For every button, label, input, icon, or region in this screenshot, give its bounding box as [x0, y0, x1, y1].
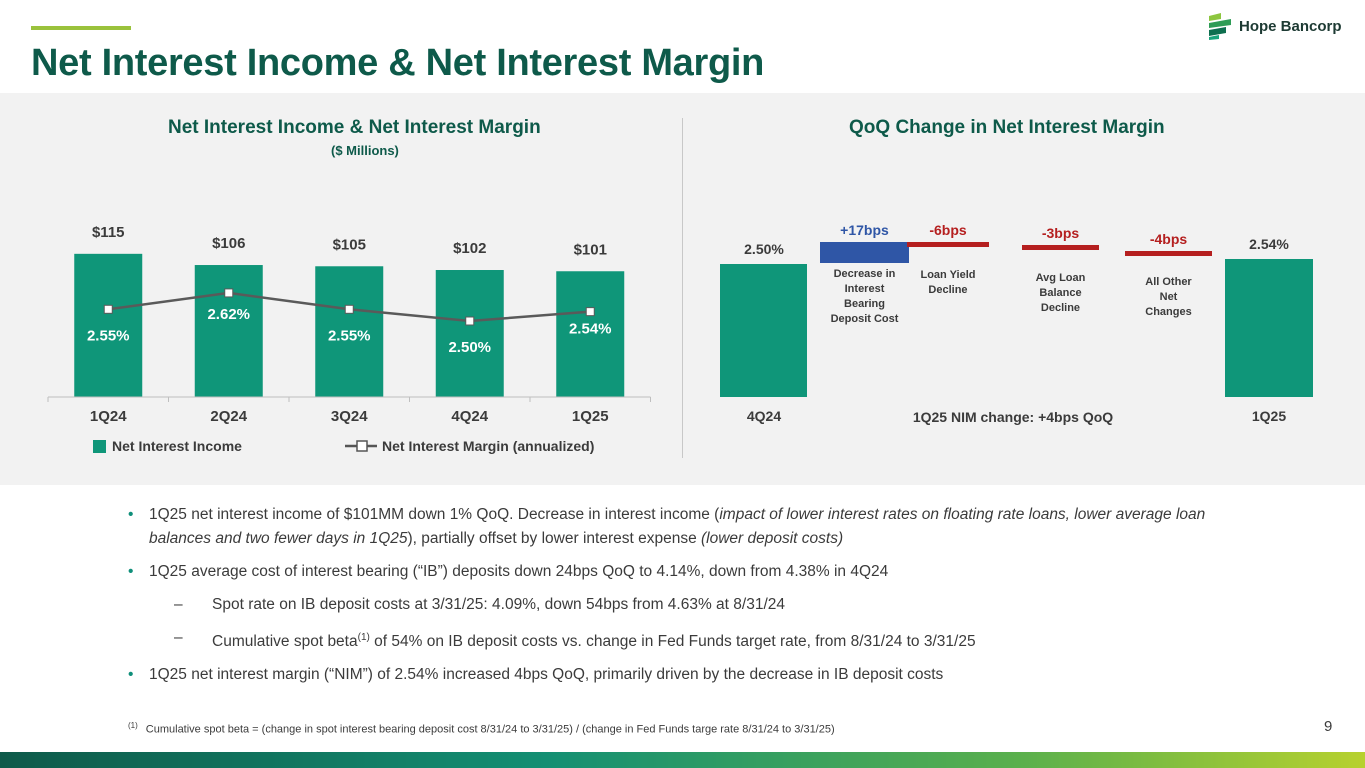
- waterfall-end-category: 1Q25: [1252, 408, 1286, 424]
- nii-bar-label: $101: [574, 241, 607, 258]
- waterfall-step-desc: Avg Loan: [1036, 272, 1086, 284]
- bullet-marker: •: [128, 666, 134, 684]
- x-tick-label: 4Q24: [451, 408, 488, 425]
- bullet-text: 1Q25 average cost of interest bearing (“…: [149, 563, 889, 580]
- left-chart-title: Net Interest Income & Net Interest Margi…: [168, 117, 541, 138]
- nim-point-label: 2.55%: [87, 327, 130, 344]
- hope-leaf-icon: [1209, 13, 1231, 40]
- legend-line-label: Net Interest Margin (annualized): [382, 438, 595, 454]
- bullet-item: • 1Q25 average cost of interest bearing (…: [128, 560, 1238, 584]
- nii-bar: [315, 266, 384, 397]
- waterfall-axis-note: 1Q25 NIM change: +4bps QoQ: [913, 409, 1113, 425]
- nii-bar-label: $102: [453, 240, 486, 257]
- nim-point-label: 2.62%: [207, 306, 250, 323]
- nii-bar: [556, 271, 625, 397]
- waterfall-step-desc: Bearing: [844, 298, 885, 310]
- legend-bar-swatch: [93, 439, 106, 453]
- waterfall-start-bar: [720, 264, 807, 397]
- waterfall-step-desc: Changes: [1145, 306, 1191, 318]
- waterfall-step-label: -6bps: [929, 222, 967, 238]
- waterfall-end-label: 2.54%: [1249, 236, 1289, 252]
- waterfall-step-label: -4bps: [1150, 231, 1188, 247]
- waterfall-step-desc: Interest: [845, 283, 885, 295]
- legend-bar-label: Net Interest Income: [112, 438, 242, 454]
- bullet-item: • 1Q25 net interest income of $101MM down…: [128, 503, 1238, 551]
- x-tick-label: 3Q24: [331, 408, 368, 425]
- brand-name: Hope Bancorp: [1239, 17, 1342, 35]
- bullet-text: ), partially offset by lower interest ex…: [407, 530, 701, 547]
- nii-bar: [74, 253, 143, 397]
- x-tick-label: 1Q24: [90, 408, 127, 425]
- nim-point-label: 2.55%: [328, 327, 371, 344]
- bullet-text: Spot rate on IB deposit costs at 3/31/25…: [212, 596, 786, 613]
- nim-point: [344, 304, 354, 314]
- nii-bar-label: $115: [92, 224, 125, 241]
- legend-line-swatch: [345, 440, 377, 452]
- bullet-text: (lower deposit costs): [701, 530, 844, 547]
- nii-bar: [194, 265, 263, 397]
- bullet-marker: •: [128, 506, 134, 523]
- dash-marker: –: [174, 596, 183, 613]
- bullet-text: 1Q25 net interest income of $101MM down …: [149, 506, 720, 523]
- bullet-text: impact of lower interest rates on floati…: [149, 506, 1206, 547]
- left-chart-subtitle: ($ Millions): [331, 143, 399, 158]
- waterfall-start-label: 2.50%: [744, 241, 784, 257]
- waterfall-step-desc: Decline: [928, 284, 967, 296]
- waterfall-step-bar: [820, 242, 909, 263]
- nim-point: [224, 288, 234, 298]
- x-tick-label: 1Q25: [572, 408, 609, 425]
- panel-divider: [682, 118, 683, 458]
- bullet-text: 1Q25 net interest margin (“NIM”) of 2.54…: [149, 666, 944, 684]
- bullet-text: Cumulative spot beta: [212, 633, 358, 651]
- waterfall-end-bar: [1225, 259, 1313, 397]
- nim-point: [465, 316, 475, 326]
- waterfall-step-desc: Deposit Cost: [831, 313, 899, 325]
- waterfall-step-desc: All Other: [1145, 276, 1192, 288]
- page-title: Net Interest Income & Net Interest Margi…: [31, 42, 765, 84]
- nim-point: [585, 307, 595, 317]
- bullet-text: of 54% on IB deposit costs vs. change in…: [369, 633, 976, 651]
- footnote: (1) Cumulative spot beta = (change in spo…: [128, 721, 835, 736]
- bullet-item: • 1Q25 net interest margin (“NIM”) of 2.5…: [128, 663, 1238, 687]
- sub-bullet: – Cumulative spot beta(1) of 54% on IB de…: [128, 626, 1238, 654]
- bottom-gradient-bar: [0, 752, 1365, 768]
- waterfall-step-bar: [1022, 245, 1099, 250]
- nii-nim-chart: $115 1Q24 $106 2Q24 $105 3Q24 $102 4Q24 $101 1Q25…: [47, 224, 651, 425]
- nii-bar-label: $106: [212, 235, 245, 252]
- waterfall-step-desc: Balance: [1039, 287, 1081, 299]
- sub-bullet: – Spot rate on IB deposit costs at 3/31/2…: [128, 593, 1238, 617]
- nim-point-label: 2.54%: [569, 321, 612, 338]
- waterfall-step-desc: Loan Yield: [920, 269, 975, 281]
- nii-bar-label: $105: [333, 236, 366, 253]
- title-accent-line: [31, 26, 131, 30]
- waterfall-step-label: -3bps: [1042, 225, 1080, 241]
- nim-point-label: 2.50%: [448, 339, 491, 356]
- waterfall-step-desc: Net: [1160, 291, 1178, 303]
- footnote-text: Cumulative spot beta = (change in spot i…: [145, 723, 835, 736]
- dash-marker: –: [174, 629, 183, 646]
- brand-logo: Hope Bancorp: [1206, 12, 1342, 40]
- page-number: 9: [1324, 718, 1333, 735]
- x-tick-label: 2Q24: [210, 408, 247, 425]
- commentary-bullets: • 1Q25 net interest income of $101MM down…: [128, 503, 1238, 696]
- waterfall-step-desc: Decrease in: [834, 268, 896, 280]
- right-chart-title: QoQ Change in Net Interest Margin: [849, 117, 1165, 138]
- waterfall-step-desc: Decline: [1041, 302, 1080, 314]
- nim-point: [103, 304, 113, 314]
- nim-waterfall-chart: 2.50% 4Q24 +17bps Decrease in Interest Bearin…: [720, 222, 1313, 425]
- nii-bar: [435, 270, 504, 397]
- bullet-marker: •: [128, 563, 134, 580]
- left-chart-legend: Net Interest Income: [93, 438, 242, 454]
- waterfall-step-label: +17bps: [840, 222, 889, 238]
- waterfall-step-bar: [907, 242, 989, 247]
- left-chart-legend-line: Net Interest Margin (annualized): [345, 438, 594, 454]
- footnote-marker: (1): [128, 721, 138, 730]
- waterfall-start-category: 4Q24: [747, 408, 781, 424]
- bullet-text: (1): [357, 632, 370, 643]
- waterfall-step-bar: [1125, 251, 1212, 256]
